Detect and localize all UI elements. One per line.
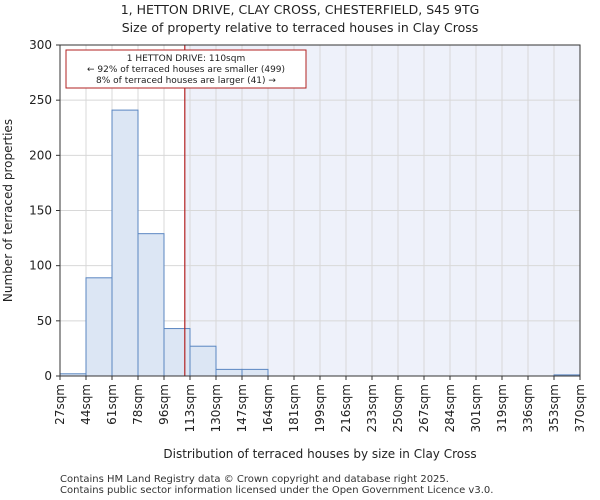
x-tick-label: 370sqm bbox=[573, 384, 587, 432]
x-tick-label: 181sqm bbox=[287, 384, 301, 432]
x-tick-label: 96sqm bbox=[157, 384, 171, 425]
x-tick-label: 301sqm bbox=[469, 384, 483, 432]
x-tick-label: 353sqm bbox=[547, 384, 561, 432]
histogram-bar bbox=[85, 277, 113, 377]
histogram-bar bbox=[241, 368, 269, 377]
x-tick-label: 44sqm bbox=[79, 384, 93, 425]
y-tick-label: 200 bbox=[29, 148, 52, 162]
histogram-chart: 0 50 100 150 200 250 300 27sqm 44sqm 61sqm 78sqm 9… bbox=[1, 38, 587, 461]
x-tick-label: 233sqm bbox=[365, 384, 379, 432]
histogram-bar bbox=[189, 345, 217, 377]
x-tick-label: 113sqm bbox=[183, 384, 197, 432]
x-tick-label: 199sqm bbox=[313, 384, 327, 432]
x-tick-label: 61sqm bbox=[105, 384, 119, 425]
x-tick-label: 78sqm bbox=[131, 384, 145, 425]
histogram-bar bbox=[111, 109, 139, 377]
annotation-line-1: 1 HETTON DRIVE: 110sqm bbox=[127, 54, 245, 64]
y-tick-label: 300 bbox=[29, 38, 52, 52]
x-tick-label: 319sqm bbox=[495, 384, 509, 432]
y-axis-label: Number of terraced properties bbox=[1, 119, 15, 302]
x-tick-label: 147sqm bbox=[235, 384, 249, 432]
footer-line-1: Contains HM Land Registry data © Crown c… bbox=[60, 474, 449, 485]
x-tick-label: 250sqm bbox=[391, 384, 405, 432]
x-tick-label: 130sqm bbox=[209, 384, 223, 432]
histogram-bar bbox=[137, 233, 165, 377]
x-tick-label: 216sqm bbox=[339, 384, 353, 432]
x-tick-label: 267sqm bbox=[417, 384, 431, 432]
y-tick-label: 50 bbox=[37, 314, 52, 328]
annotation-box: 1 HETTON DRIVE: 110sqm ← 92% of terraced… bbox=[65, 49, 307, 89]
histogram-bar bbox=[163, 328, 191, 377]
chart-subtitle: Size of property relative to terraced ho… bbox=[121, 20, 479, 35]
annotation-line-2: ← 92% of terraced houses are smaller (49… bbox=[87, 65, 285, 75]
x-axis-label: Distribution of terraced houses by size … bbox=[163, 447, 476, 461]
histogram-bar bbox=[215, 368, 243, 377]
x-tick-label: 284sqm bbox=[443, 384, 457, 432]
x-tick-label: 164sqm bbox=[261, 384, 275, 432]
y-tick-label: 150 bbox=[29, 204, 52, 218]
x-tick-label: 336sqm bbox=[521, 384, 535, 432]
x-tick-label: 27sqm bbox=[53, 384, 67, 425]
y-tick-label: 250 bbox=[29, 93, 52, 107]
y-tick-label: 100 bbox=[29, 259, 52, 273]
annotation-line-3: 8% of terraced houses are larger (41) → bbox=[96, 76, 276, 86]
footer-line-2: Contains public sector information licen… bbox=[60, 485, 494, 496]
y-tick-label: 0 bbox=[44, 369, 52, 383]
chart-title: 1, HETTON DRIVE, CLAY CROSS, CHESTERFIEL… bbox=[120, 2, 480, 17]
